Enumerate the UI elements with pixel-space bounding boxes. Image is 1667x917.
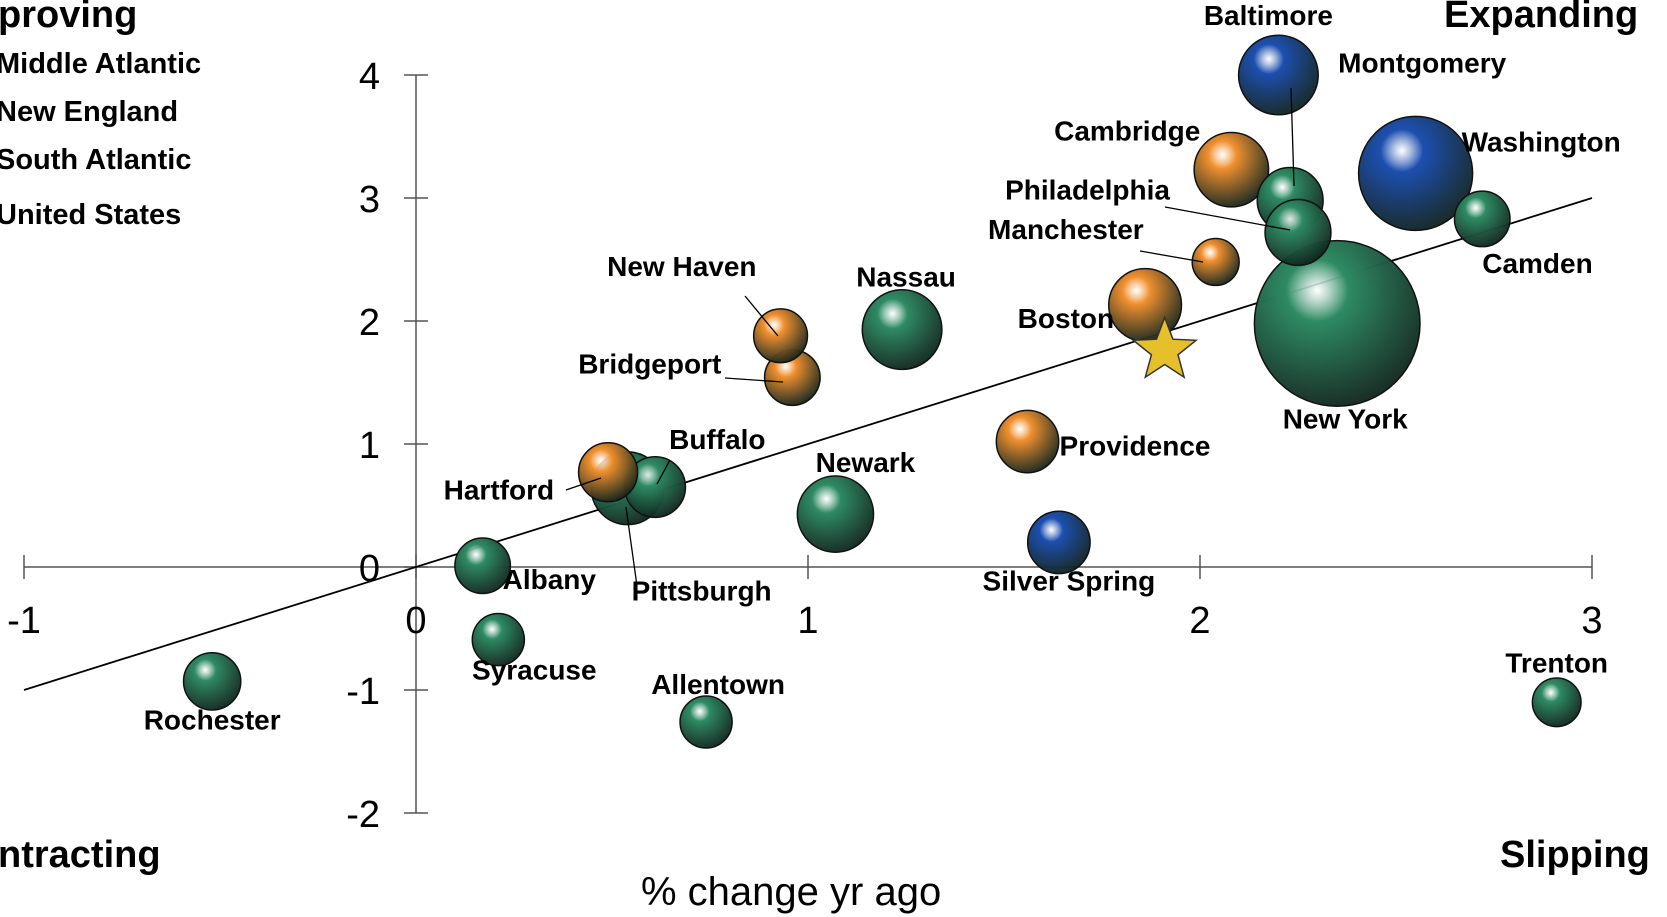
leader-line-pittsburgh (625, 506, 638, 587)
bubble-label-new-york: New York (1283, 403, 1408, 434)
bubble-label-camden: Camden (1482, 248, 1592, 279)
bubble-boston (1108, 267, 1183, 343)
y-tick-label: -2 (346, 794, 380, 836)
bubble-label-montgomery: Montgomery (1338, 47, 1506, 78)
bubble-label-newark: Newark (816, 447, 916, 478)
bubble-label-buffalo: Buffalo (669, 424, 765, 455)
bubble-cambridge (1193, 131, 1270, 208)
bubble-label-new-haven: New Haven (607, 251, 756, 282)
bubble-label-boston: Boston (1018, 303, 1114, 334)
bubble-label-nassau: Nassau (856, 262, 956, 293)
bubble-label-manchester: Manchester (988, 214, 1144, 245)
bubble-camden (1453, 190, 1511, 248)
corner-label-bottom-right: Slipping (1500, 834, 1650, 876)
bubble-rochester (182, 652, 242, 711)
bubble-label-allentown: Allentown (651, 669, 785, 700)
bubble-label-albany: Albany (503, 564, 597, 595)
bubble-label-providence: Providence (1060, 431, 1211, 462)
bubble-baltimore (1237, 34, 1319, 116)
bubble-label-pittsburgh: Pittsburgh (632, 575, 772, 606)
bubble-allentown (679, 695, 733, 749)
leader-line-new-haven (744, 295, 779, 337)
bubble-manchester (1191, 237, 1240, 287)
bubble-nassau (861, 289, 943, 371)
x-axis-label: % change yr ago (641, 870, 942, 914)
bubble-label-trenton: Trenton (1505, 647, 1608, 678)
leader-line-buffalo (656, 459, 671, 485)
bubble-label-philadelphia: Philadelphia (1005, 174, 1170, 205)
bubble-label-bridgeport: Bridgeport (578, 349, 721, 380)
leader-line-philadelphia (1164, 206, 1291, 231)
bubble-providence (995, 409, 1060, 474)
x-tick-label: -1 (7, 600, 41, 642)
bubble-washington (1357, 115, 1474, 232)
bubble-label-washington: Washington (1462, 126, 1621, 157)
x-tick-label: 1 (797, 600, 818, 642)
bubble-syracuse (471, 612, 526, 667)
star-marker-united-states (1131, 315, 1199, 379)
leader-line-hartford (565, 477, 602, 491)
y-tick-label: 3 (359, 179, 380, 221)
y-tick-label: 2 (359, 302, 380, 344)
corner-label-top-left: proving (0, 0, 138, 36)
bubble-hartford (577, 442, 639, 503)
corner-label-bottom-left: ntracting (0, 834, 161, 876)
x-tick-label: 2 (1189, 600, 1210, 642)
bubble-philadelphia (1264, 198, 1332, 267)
corner-label-top-right: Expanding (1444, 0, 1639, 36)
bubble-new-york (1253, 239, 1421, 408)
x-tick-label: 3 (1581, 600, 1602, 642)
leader-line-bridgeport (724, 377, 784, 383)
bubble-label-syracuse: Syracuse (472, 655, 597, 686)
bubble-label-rochester: Rochester (144, 704, 281, 735)
bubble-label-silver-spring: Silver Spring (983, 565, 1156, 596)
bubble-label-baltimore: Baltimore (1204, 0, 1333, 31)
legend-item-south-atlantic: South Atlantic (0, 144, 192, 176)
bubble-albany (454, 537, 512, 595)
bubble-labels: Baltimore Washington Silver Spring Montgome… (144, 0, 1621, 735)
y-tick-label: 1 (359, 425, 380, 467)
legend-item-united-states: United States (0, 199, 182, 231)
bubble-silver-spring (1026, 510, 1091, 575)
leader-line-montgomery (1290, 87, 1295, 187)
x-tick-label: 0 (405, 600, 426, 642)
legend-item-middle-atlantic: Middle Atlantic (0, 48, 202, 80)
legend-item-new-england: New England (0, 96, 179, 128)
y-tick-label: 4 (359, 56, 380, 98)
bubble-newark (796, 475, 875, 553)
leader-line-manchester (1139, 250, 1204, 263)
y-tick-label: -1 (346, 671, 380, 713)
bubble-trenton (1531, 677, 1582, 728)
bubble-label-hartford: Hartford (444, 474, 554, 505)
bubbles (182, 34, 1582, 749)
bubble-label-cambridge: Cambridge (1054, 116, 1200, 147)
